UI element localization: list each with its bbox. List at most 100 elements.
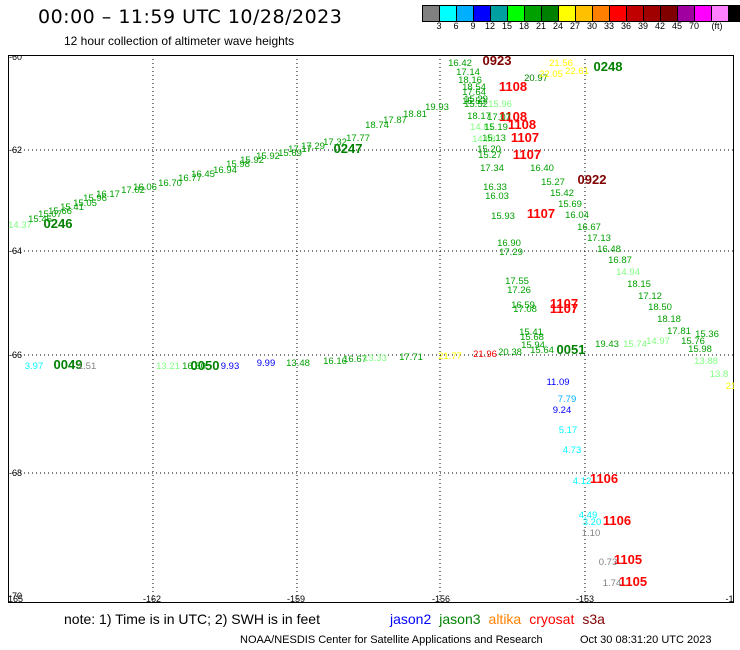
x-tick-label: -153 [576,594,594,603]
wave-height-label: 16.67 [343,354,367,365]
wave-height-label: 17.17 [288,144,312,155]
colorbar-label: 30 [586,21,598,31]
colorbar-swatch [661,6,678,21]
wave-height-label: 22.61 [565,66,589,77]
wave-height-label: 17.55 [505,276,529,287]
wave-height-label: 20.38 [498,347,522,358]
wave-height-label: 17.02 [121,185,145,196]
page-title: 00:00 – 11:59 UTC 10/28/2023 [38,6,343,28]
colorbar-label: 21 [535,21,547,31]
wave-height-label: 16.87 [608,255,632,266]
satellite-s3a: s3a [582,611,605,627]
wave-height-label: 16.90 [497,238,521,249]
wave-height-label: 16.04 [565,210,589,221]
x-tick-label: -165 [8,594,23,603]
wave-height-label: 15.96 [83,193,107,204]
wave-height-label: 4.49 [579,510,598,521]
y-tick-label: -60 [9,55,22,62]
pass-time-label: 1107 [550,301,578,316]
wave-height-label: 19.43 [595,339,619,350]
wave-height-label: 15.27 [541,177,565,188]
colorbar-label: 27 [569,21,581,31]
wave-height-label: 16.42 [448,58,472,69]
wave-height-label: 3.97 [25,361,44,372]
wave-height-label: 15.13 [482,133,506,144]
colorbar-swatch [491,6,508,21]
wave-height-label: 16.16 [323,356,347,367]
pass-time-label: 0922 [578,172,607,187]
colorbar-swatch [508,6,525,21]
pass-time-label: 1105 [619,574,647,589]
wave-height-label: 21.56 [549,58,573,69]
colorbar-label: 70 [688,21,700,31]
wave-height-label: 16.03 [485,191,509,202]
wave-height-label: 15.93 [491,211,515,222]
pass-time-label: 1107 [527,206,555,221]
wave-height-label: 15.66 [48,206,72,217]
wave-height-label: 9.99 [257,358,276,369]
colorbar-swatch [525,6,542,21]
colorbar-swatch [542,6,559,21]
wave-height-label: 13.21 [156,361,180,372]
pass-time-label: 1107 [550,296,578,311]
satellite-altika: altika [488,611,522,627]
wave-height-label: 1.10 [582,528,601,539]
pass-time-label: 0051 [557,342,586,357]
y-tick-label: -64 [9,246,22,256]
wave-height-label: 18.74 [365,120,389,131]
wave-height-label: 0.73 [599,557,618,568]
wave-height-label: 15.45 [28,214,52,225]
wave-height-label: 14.97 [646,336,670,347]
pass-time-label: 0247 [334,141,363,156]
wave-height-label: 15.07 [38,209,62,220]
wave-height-label: 16.67 [577,222,601,233]
wave-height-label: 4.12 [573,476,592,487]
wave-height-label: 13.33 [363,353,387,364]
wave-height-label: 17.87 [383,115,407,126]
wave-height-label: 13.48 [286,358,310,369]
x-tick-label: -159 [287,594,305,603]
wave-height-label: 15.52 [464,99,488,110]
wave-height-label: 18.50 [648,302,672,313]
pass-time-label: 1108 [499,109,527,124]
wave-height-label: 18.81 [403,109,427,120]
pass-time-label: 1105 [614,552,642,567]
wave-height-label: 15.05 [73,198,97,209]
wave-height-label: 15.96 [488,99,512,110]
colorbar-swatch [474,6,491,21]
wave-height-label: 20.97 [524,73,548,84]
colorbar-label: 45 [671,21,683,31]
map-canvas: -165 -162 -159 -156 -153 -15 -60 -62 -64 -66 -68 -7… [8,55,734,603]
wave-height-label: 16.17 [96,189,120,200]
x-tick-label: -162 [143,594,161,603]
colorbar-legend [422,5,740,22]
colorbar-swatch [644,6,661,21]
wave-height-label: 18.15 [627,279,651,290]
wave-height-label: 16.45 [191,169,215,180]
x-tick-label: -15 [725,594,734,603]
wave-height-label: 16.33 [483,182,507,193]
wave-height-label: 15.69 [278,148,302,159]
wave-height-label: 18.54 [462,82,486,93]
wave-height-label: 18.18 [657,314,681,325]
colorbar-swatch [712,6,729,21]
colorbar-swatch [678,6,695,21]
pass-time-label: 0248 [594,59,623,74]
pass-time-label: 1106 [590,471,618,486]
wave-height-label: 1.51 [78,361,97,372]
wave-height-label: 17.26 [507,285,531,296]
wave-height-label: 15.41 [60,202,84,213]
wave-height-label: 15.98 [688,344,712,355]
colorbar-swatch [610,6,627,21]
wave-height-label: 15.98 [226,159,250,170]
wave-height-label: 17.13 [587,233,611,244]
wave-height-label: 16.06 [133,182,157,193]
wave-height-label: 16.77 [178,173,202,184]
wave-height-label: 15.29 [464,94,488,105]
wave-height-label: 15.41 [519,327,543,338]
wave-height-label: 15.92 [240,155,264,166]
wave-height-label: 15.94 [521,340,545,351]
colorbar-label: 3 [436,21,442,31]
wave-height-label: 16.59 [511,300,535,311]
colorbar-swatch [627,6,644,21]
